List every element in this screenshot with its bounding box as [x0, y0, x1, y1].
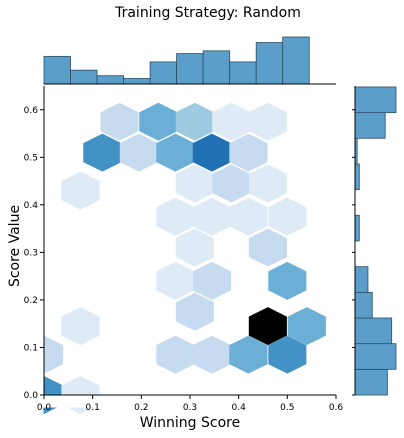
- chart-title: Training Strategy: Random: [114, 5, 301, 21]
- hexbin-cell: [83, 133, 122, 172]
- top-histogram-bar: [123, 78, 151, 85]
- x-tick-label: 0.2: [134, 403, 148, 413]
- hexbin-cell: [268, 197, 307, 236]
- y-tick-label: 0.2: [24, 296, 38, 306]
- hexbin-cell: [61, 307, 100, 346]
- top-histogram-bar: [176, 53, 204, 85]
- axes: 0.0 0.1 0.2 0.3 0.4 0.5 0.6 0.0 0.1 0.2 0.3 0.4 0.5 0…: [24, 86, 344, 413]
- hexbin-cell: [248, 307, 287, 346]
- hexbin-cell: [175, 292, 214, 331]
- x-tick-label: 0.0: [37, 403, 52, 413]
- hexbin-cell: [61, 171, 100, 210]
- hexbin-cell: [192, 335, 231, 374]
- y-tick-label: 0.6: [24, 106, 39, 116]
- hexbin-cell: [248, 164, 287, 203]
- hexbin-plot-area: [0, 66, 340, 415]
- y-tick-label: 0.1: [24, 343, 38, 353]
- top-histogram-bar: [202, 50, 231, 85]
- x-tick-label: 0.3: [183, 403, 197, 413]
- y-axis-label: Score Value: [7, 205, 23, 287]
- hexbin-cell: [156, 261, 195, 300]
- x-tick-label: 0.6: [329, 403, 344, 413]
- top-histogram-bar: [43, 55, 71, 85]
- right-marginal-histogram: [352, 86, 397, 396]
- right-histogram-bar: [354, 368, 388, 396]
- hexbin-cell: [175, 228, 214, 267]
- hexbin-cell: [100, 102, 139, 141]
- x-tick-label: 0.4: [232, 403, 247, 413]
- top-histogram-bar: [255, 42, 284, 85]
- hexbin-cell: [229, 197, 268, 236]
- y-tick-label: 0.0: [24, 391, 39, 401]
- hexbin-cell: [119, 133, 158, 172]
- x-tick-label: 0.5: [280, 403, 294, 413]
- top-marginal-histogram: [43, 36, 336, 85]
- hexbin-cell: [156, 335, 195, 374]
- right-histogram-bar: [354, 317, 393, 345]
- right-histogram-bar: [354, 86, 397, 114]
- top-histogram-bar: [282, 36, 310, 85]
- hexbin-cell: [212, 164, 251, 203]
- right-histogram-bar: [354, 343, 397, 370]
- right-histogram-bar: [354, 266, 369, 293]
- hexbin-cell: [268, 261, 307, 300]
- top-histogram-bar: [96, 75, 124, 85]
- x-tick-label: 0.1: [86, 403, 100, 413]
- hexbin-cell: [248, 228, 287, 267]
- right-histogram-bar: [354, 112, 386, 139]
- x-axis-label: Winning Score: [140, 415, 240, 431]
- top-histogram-bar: [70, 69, 98, 85]
- right-histogram-bar: [354, 163, 360, 191]
- right-histogram-bar: [354, 214, 360, 242]
- hexbin-cell: [156, 197, 195, 236]
- hexbin-cell: [139, 102, 178, 141]
- hexbin-cell: [192, 261, 231, 300]
- hexbin-cell: [229, 133, 268, 172]
- y-tick-label: 0.3: [24, 248, 38, 258]
- hexbin-cell: [212, 102, 251, 141]
- hexbin-cell: [175, 164, 214, 203]
- hexbin-cell: [156, 133, 195, 172]
- hexbin-cell: [192, 133, 231, 172]
- hexbin-cell: [268, 335, 307, 374]
- hexbin-cell: [175, 102, 214, 141]
- hexbin-cell: [287, 307, 326, 346]
- top-histogram-bar: [229, 61, 257, 85]
- plot-clip-bottom: [0, 395, 340, 408]
- hexbin-cell: [229, 335, 268, 374]
- top-histogram-bar: [149, 61, 178, 85]
- plot-clip-left: [0, 66, 44, 415]
- right-histogram-bar: [354, 291, 373, 319]
- y-tick-label: 0.4: [24, 201, 39, 211]
- hexbin-cell: [248, 102, 287, 141]
- y-tick-label: 0.5: [24, 153, 38, 163]
- hexbin-cell: [192, 197, 231, 236]
